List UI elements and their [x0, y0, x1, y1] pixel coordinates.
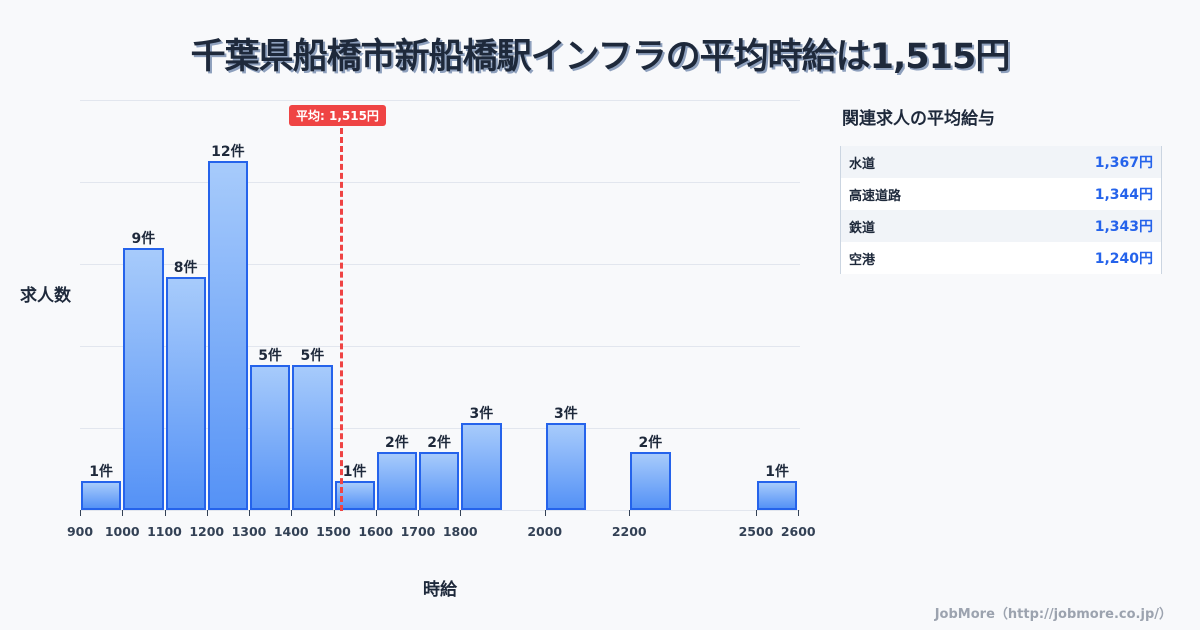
bar-count-label: 2件 — [427, 434, 451, 451]
x-tick-label: 2000 — [527, 524, 563, 539]
bar-count-label: 12件 — [211, 143, 245, 160]
histogram-bar — [757, 480, 798, 510]
related-row: 空港 1,240円 — [841, 242, 1161, 274]
mean-badge: 平均: 1,515円 — [289, 105, 386, 126]
related-table: 水道 1,367円 高速道路 1,344円 鉄道 1,343円 空港 1,240… — [840, 146, 1162, 274]
related-title: 関連求人の平均給与 — [842, 109, 995, 129]
bar-count-label: 1件 — [765, 463, 789, 480]
x-tick — [333, 510, 335, 516]
histogram-bar — [630, 451, 671, 510]
histogram-bar — [376, 451, 417, 510]
x-tick-label: 1500 — [316, 524, 351, 539]
related-name: 空港 — [849, 252, 876, 268]
bar-count-label: 5件 — [300, 347, 325, 364]
histogram-bar — [461, 422, 502, 510]
x-tick — [375, 510, 377, 516]
related-name: 高速道路 — [849, 188, 902, 204]
histogram-bar — [292, 364, 333, 510]
bar-count-label: 2件 — [638, 434, 663, 451]
histogram-bar — [165, 277, 206, 510]
x-tick — [798, 510, 800, 516]
related-value: 1,343円 — [1094, 219, 1153, 235]
x-tick-label: 1100 — [147, 524, 182, 539]
x-tick — [249, 510, 250, 516]
related-value: 1,344円 — [1094, 187, 1153, 203]
x-tick-label: 1000 — [104, 524, 140, 539]
y-axis-label: 求人数 — [20, 286, 71, 306]
related-row: 水道 1,367円 — [841, 146, 1161, 178]
related-value: 1,240円 — [1094, 251, 1153, 267]
related-row: 鉄道 1,343円 — [841, 210, 1161, 242]
bar-count-label: 3件 — [554, 405, 578, 422]
related-row: 高速道路 1,344円 — [841, 178, 1161, 210]
histogram-bar — [123, 248, 164, 510]
x-tick — [629, 510, 631, 516]
related-name: 水道 — [849, 156, 876, 172]
x-tick-label: 1400 — [273, 524, 309, 539]
x-tick — [164, 510, 166, 516]
gridline — [80, 428, 800, 429]
bar-count-label: 5件 — [258, 347, 282, 364]
x-tick-label: 1200 — [189, 524, 225, 539]
histogram-bar — [250, 364, 291, 510]
bar-count-label: 2件 — [385, 434, 409, 451]
x-tick — [206, 510, 208, 516]
x-tick-label: 1600 — [358, 524, 394, 539]
histogram-bar — [419, 451, 460, 510]
x-tick-label: 1800 — [442, 524, 478, 539]
x-tick — [291, 510, 293, 516]
x-tick-label: 1700 — [400, 524, 436, 539]
related-value: 1,367円 — [1094, 155, 1153, 171]
histogram-bar — [545, 422, 586, 510]
x-tick-label: 2500 — [738, 524, 774, 539]
bar-count-label: 3件 — [469, 405, 494, 422]
x-tick-label: 900 — [66, 524, 94, 539]
x-tick — [460, 510, 462, 516]
related-name: 鉄道 — [849, 220, 876, 236]
x-tick-label: 2200 — [611, 524, 647, 539]
histogram-chart: 1件 9件 8件 12件 5件 5件 1件 2件 2件 3件 3件 2件 1件 900 1000 1100 1… — [20, 100, 816, 600]
x-tick — [122, 510, 124, 516]
page-title: 千葉県船橋市新船橋駅インフラの平均時給は1,515円 — [190, 37, 1011, 77]
mean-line — [340, 128, 343, 511]
bar-count-label: 1件 — [342, 463, 367, 480]
x-tick — [80, 510, 81, 516]
gridline — [80, 100, 800, 101]
x-axis-baseline — [80, 510, 800, 511]
histogram-bar — [81, 480, 122, 510]
x-axis-label: 時給 — [423, 580, 457, 600]
bar-count-label: 8件 — [173, 260, 198, 277]
x-tick — [544, 510, 546, 516]
x-tick — [418, 510, 419, 516]
x-tick-label: 1300 — [231, 524, 267, 539]
x-tick — [756, 510, 757, 516]
gridline — [80, 264, 800, 265]
bar-count-label: 9件 — [131, 231, 156, 248]
footer-credit: JobMore（http://jobmore.co.jp/） — [934, 607, 1172, 622]
gridline — [80, 346, 800, 347]
x-tick-label: 2600 — [780, 524, 816, 539]
histogram-bar — [207, 160, 248, 510]
gridline — [80, 182, 800, 183]
bar-count-label: 1件 — [89, 463, 113, 480]
